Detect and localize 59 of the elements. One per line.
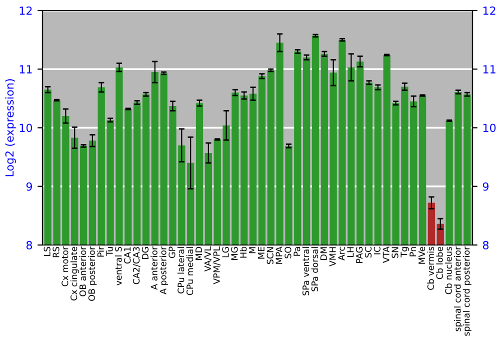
x-tick-label: IC	[374, 246, 380, 254]
y-tick-label: 9	[26, 182, 32, 191]
x-tick-label: VTA	[382, 246, 390, 263]
y-tick-label: 12	[20, 6, 32, 15]
x-tick-label: CPu lateral	[177, 247, 184, 294]
x-tick-label: LS	[44, 246, 50, 256]
x-tick-label: CA2/CA3	[132, 247, 140, 284]
x-tick-label: VA/VL	[204, 246, 212, 272]
x-tick-label: Pa	[294, 247, 300, 256]
x-tick-label: SO	[284, 246, 292, 258]
y2-tick-label: 9	[482, 182, 489, 191]
x-tick-label: VMH	[329, 247, 336, 266]
x-tick-label: Cx motor	[62, 246, 68, 286]
x-tick-label: LH	[347, 247, 354, 257]
x-tick-label: ventral S	[114, 246, 122, 286]
x-tick-label: SPa dorsal	[311, 247, 318, 292]
y2-tick-label: 10	[483, 124, 496, 132]
x-tick-label: Cb lobe	[436, 246, 443, 280]
x-tick-label: OB anterior	[79, 246, 86, 296]
x-tick-label: DG	[142, 247, 149, 260]
x-tick-label: A anterior	[150, 246, 158, 290]
y2-tick-label: 8	[482, 240, 489, 250]
x-tick-label: CPu medial	[186, 247, 194, 296]
x-tick-label: Tg	[400, 247, 409, 258]
x-tick-label: Hb	[240, 246, 247, 258]
y-tick-label: 10	[20, 124, 32, 132]
x-tick-label: CA1	[124, 247, 131, 264]
x-tick-label: Pn	[410, 247, 416, 256]
y2-tick-label: 12	[483, 6, 496, 15]
x-tick-label: SC	[364, 246, 372, 258]
x-tick-label: DM	[320, 247, 327, 260]
x-tick-label: MD	[196, 246, 202, 260]
x-tick-label: SPa ventral	[302, 247, 310, 296]
x-tick-label: OB posterior	[88, 246, 97, 301]
x-tick-label: Cb nucleus	[445, 246, 452, 294]
x-tick-label: MPA	[276, 246, 282, 264]
x-tick-label: LG	[222, 247, 229, 258]
x-tick-label: VPM/VPL	[213, 246, 221, 284]
x-tick-label: MG	[231, 247, 238, 260]
x-tick-label: A posterior	[160, 246, 168, 294]
x-tick-label: SN	[392, 247, 398, 258]
x-tick-label: GP	[168, 246, 176, 258]
x-tick-label: ME	[258, 246, 264, 259]
x-tick-label: Arc	[338, 246, 345, 261]
x-tick-label: RS	[52, 246, 60, 258]
y2-tick-label: 11	[483, 65, 496, 74]
x-tick-label: PAG	[356, 247, 363, 263]
x-tick-label: Tu	[106, 247, 113, 256]
y-tick-label: 8	[26, 240, 32, 250]
x-tick-label: MVe	[418, 246, 426, 264]
x-tick-label: M	[249, 247, 256, 254]
x-tick-label: spinal cord posterior	[462, 246, 472, 336]
y-axis-title: Log2 (expression)	[5, 79, 16, 176]
x-tick-label: Cx cingulate	[70, 246, 79, 300]
x-tick-label: SCN	[266, 247, 274, 264]
x-tick-label: Pir	[97, 246, 104, 257]
y-tick-label: 11	[20, 65, 32, 74]
x-tick-label: spinal cord anterior	[454, 246, 462, 332]
x-tick-label: Cb vermis	[427, 246, 434, 290]
